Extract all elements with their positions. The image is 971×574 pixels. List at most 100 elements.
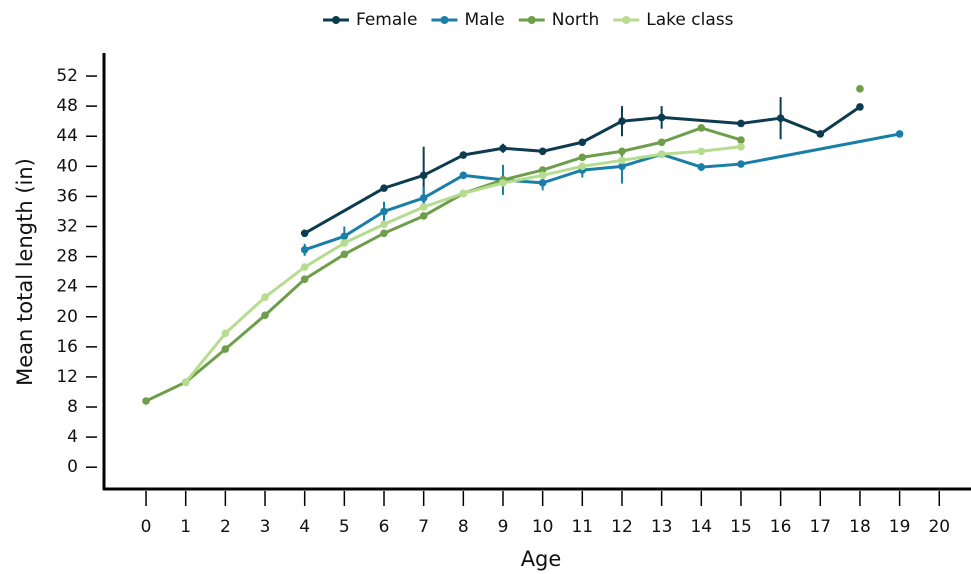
x-tick-label: 19 — [889, 517, 911, 537]
x-tick-label: 9 — [498, 517, 509, 537]
series-line — [184, 145, 742, 384]
point — [181, 378, 190, 386]
point — [737, 119, 745, 128]
x-tick-label: 18 — [849, 517, 871, 537]
point — [895, 130, 904, 138]
y-tick-label: 32 — [56, 216, 78, 236]
x-tick-label: 4 — [299, 517, 310, 537]
point — [221, 345, 230, 353]
point — [856, 103, 864, 111]
point — [419, 194, 428, 202]
point — [300, 246, 309, 254]
point — [261, 293, 269, 301]
legend-label: Male — [464, 10, 504, 30]
point — [697, 163, 706, 171]
point — [459, 171, 468, 180]
x-tick-label: 11 — [571, 517, 593, 537]
y-tick-label: 24 — [56, 277, 78, 297]
x-axis-title: Age — [521, 547, 562, 571]
legend-label: North — [552, 10, 600, 30]
point — [380, 229, 388, 238]
point — [340, 239, 349, 247]
legend-item: North — [518, 10, 600, 30]
point — [657, 150, 666, 159]
y-tick-label: 8 — [67, 397, 78, 417]
x-tick-label: 12 — [611, 517, 633, 537]
legend: Female Male North Lake class — [323, 10, 734, 30]
point — [538, 179, 547, 187]
point — [618, 117, 626, 125]
point — [142, 397, 150, 405]
point — [737, 160, 745, 168]
point — [578, 138, 587, 147]
legend-label: Lake class — [646, 10, 733, 30]
point — [419, 171, 428, 180]
y-tick-label: 16 — [56, 337, 78, 357]
point — [419, 203, 428, 211]
x-tick-label: 1 — [180, 517, 191, 537]
point — [618, 162, 626, 171]
y-tick-label: 0 — [67, 457, 78, 477]
y-tick-label: 28 — [56, 247, 78, 267]
point — [419, 212, 428, 220]
x-tick-label: 2 — [220, 517, 231, 537]
legend-item: Female — [323, 10, 417, 30]
point — [380, 184, 388, 192]
point — [657, 138, 666, 147]
point — [737, 136, 745, 144]
legend-marker — [440, 16, 449, 24]
point — [816, 130, 825, 138]
x-tick-label: 17 — [809, 517, 831, 537]
point — [538, 147, 547, 156]
legend-item: Male — [431, 10, 505, 30]
point — [578, 153, 587, 162]
x-tick-label: 10 — [532, 517, 554, 537]
y-tick-label: 48 — [56, 96, 78, 116]
point — [221, 329, 230, 338]
y-tick-label: 44 — [56, 126, 78, 146]
legend-marker — [332, 16, 340, 24]
point — [657, 113, 666, 122]
x-tick-label: 6 — [379, 517, 390, 537]
point — [538, 171, 547, 180]
point — [380, 220, 388, 229]
x-tick-label: 15 — [730, 517, 752, 537]
y-tick-label: 12 — [56, 367, 78, 387]
point — [459, 151, 468, 159]
point — [737, 142, 745, 151]
y-tick-label: 20 — [56, 307, 78, 327]
point — [618, 156, 626, 165]
x-tick-label: 0 — [141, 517, 152, 537]
point — [300, 275, 309, 283]
point — [300, 229, 309, 238]
x-tick-label: 20 — [928, 517, 950, 537]
point — [261, 311, 269, 320]
y-tick-label: 52 — [56, 66, 78, 86]
legend-item: Lake class — [613, 10, 734, 30]
point — [300, 263, 309, 271]
x-tick-label: 5 — [339, 517, 350, 537]
y-axis-title: Mean total length (in) — [13, 158, 37, 386]
x-tick-label: 3 — [260, 517, 271, 537]
point — [618, 147, 626, 156]
y-tick-label: 4 — [67, 427, 78, 447]
point — [697, 147, 706, 156]
legend-marker — [622, 16, 631, 24]
point — [340, 250, 349, 259]
point — [459, 189, 468, 198]
point — [340, 232, 349, 241]
x-tick-label: 14 — [690, 517, 712, 537]
y-tick-label: 40 — [56, 156, 78, 176]
point — [856, 85, 864, 93]
series-line — [145, 126, 742, 403]
x-tick-label: 13 — [651, 517, 673, 537]
series-line — [304, 132, 900, 252]
x-tick-label: 7 — [418, 517, 429, 537]
y-tick-label: 36 — [56, 186, 78, 206]
point — [499, 144, 507, 153]
x-tick-label: 16 — [770, 517, 792, 537]
point — [499, 179, 507, 187]
point — [697, 124, 706, 132]
point — [380, 207, 388, 216]
